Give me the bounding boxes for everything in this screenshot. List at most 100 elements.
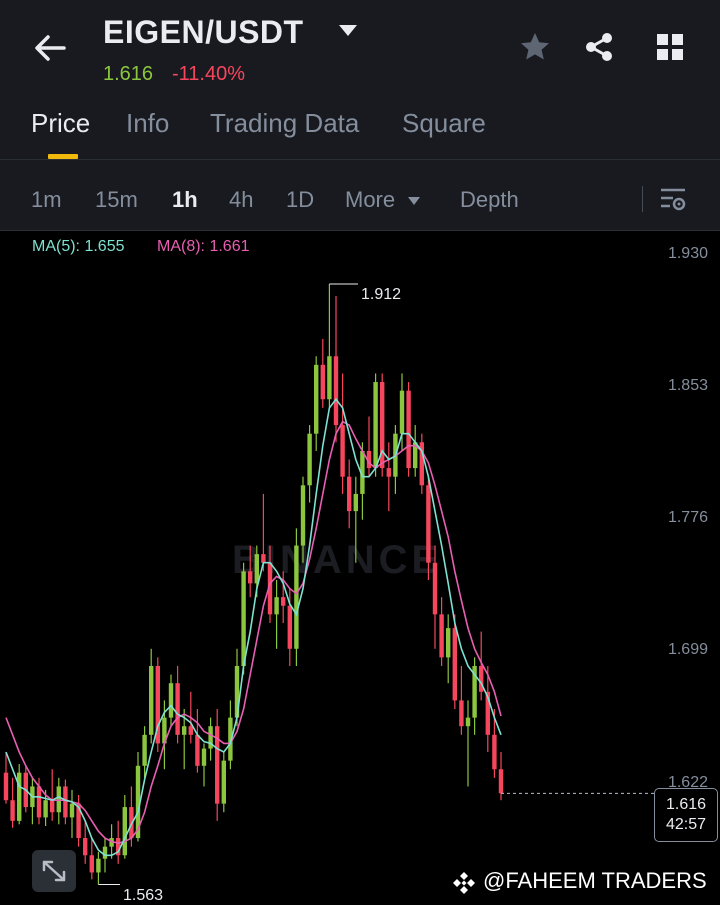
candle-body	[340, 425, 345, 477]
candle-body	[10, 800, 15, 821]
candle-body	[459, 700, 464, 727]
candle-body	[208, 726, 213, 749]
candle-body	[149, 665, 154, 735]
candle-body	[221, 760, 226, 804]
candle-body	[281, 597, 286, 606]
candle-body	[102, 846, 108, 859]
interval-more[interactable]: More	[345, 187, 396, 212]
interval-4h[interactable]: 4h	[229, 187, 254, 212]
candle-body	[472, 665, 477, 718]
candle-body	[380, 382, 385, 469]
candle-body	[234, 665, 240, 718]
candle-body	[96, 858, 101, 873]
current-price-badge: 1.616 42:57	[654, 788, 718, 842]
candle-body	[116, 838, 121, 856]
candle-body	[56, 786, 61, 813]
candle-body	[287, 605, 292, 649]
watermark: BINANCE	[232, 538, 443, 582]
candle-body	[142, 734, 147, 766]
ma5-line	[5, 397, 502, 857]
candle-body	[195, 734, 200, 766]
low-price-marker: 1.563	[123, 887, 164, 904]
header: EIGEN/USDT 1.616 -11.40% Price Info Trad…	[0, 0, 720, 160]
candle-body	[188, 726, 193, 735]
expand-icon	[42, 860, 66, 882]
chart-settings-icon[interactable]	[659, 186, 687, 214]
candle-body	[320, 364, 325, 400]
candle-body	[432, 562, 438, 615]
interval-1h[interactable]: 1h	[172, 187, 198, 212]
candle-body	[241, 571, 246, 666]
candle-body	[353, 493, 358, 512]
candle-body	[347, 476, 352, 512]
candle-body	[36, 786, 42, 818]
interval-1d[interactable]: 1D	[286, 187, 315, 212]
candle-body	[76, 803, 81, 839]
candle-body	[50, 800, 55, 813]
candle-body	[386, 468, 391, 477]
y-tick-label: 1.853	[667, 377, 708, 394]
tab-square[interactable]: Square	[402, 108, 486, 138]
tab-trading-data[interactable]: Trading Data	[210, 108, 360, 138]
candle-body	[446, 628, 451, 658]
candle-body	[333, 356, 339, 426]
credit-text: @FAHEEM TRADERS	[483, 868, 707, 893]
candle-body	[300, 485, 306, 546]
depth-tab[interactable]: Depth	[460, 187, 519, 212]
candle-body	[162, 717, 167, 744]
candle-body	[129, 807, 134, 839]
candle-body	[168, 683, 174, 718]
candle-body	[406, 390, 411, 469]
candle-body	[261, 554, 266, 563]
ma8-readout: MA(8): 1.661	[157, 238, 250, 255]
candle-body	[228, 717, 233, 761]
y-tick-label: 1.930	[667, 245, 708, 262]
candle-countdown: 42:57	[665, 816, 707, 833]
candle-body	[69, 803, 75, 818]
divider	[642, 186, 643, 212]
dropdown-caret-icon[interactable]	[337, 22, 359, 38]
interval-1m[interactable]: 1m	[31, 187, 62, 212]
current-price-value: 1.616	[665, 796, 707, 813]
candle-body	[426, 485, 431, 563]
ma8-line	[5, 420, 502, 845]
price-change: -11.40%	[172, 63, 246, 85]
candle-body	[63, 786, 68, 818]
candle-body	[267, 562, 273, 615]
divider	[0, 159, 720, 160]
candle-body	[419, 442, 424, 486]
interval-bar: 1m 15m 1h 4h 1D More Depth	[0, 160, 720, 230]
more-caret-icon	[408, 197, 420, 205]
candle-body	[360, 450, 365, 494]
candle-body	[498, 769, 504, 794]
expand-chart-button[interactable]	[32, 850, 76, 892]
candle-body	[215, 726, 220, 804]
candlestick-chart[interactable]	[0, 231, 720, 905]
pair-title[interactable]: EIGEN/USDT	[103, 14, 304, 50]
candle-body	[307, 433, 312, 486]
candle-body	[122, 807, 127, 856]
candle-body	[413, 442, 418, 469]
last-price: 1.616	[103, 63, 154, 85]
candle-body	[43, 800, 48, 818]
candle-body	[485, 691, 490, 735]
candle-body	[155, 665, 160, 744]
candle-body	[366, 450, 372, 469]
tab-info[interactable]: Info	[126, 108, 170, 138]
star-icon[interactable]	[518, 30, 552, 64]
share-icon[interactable]	[582, 30, 616, 64]
ma5-readout: MA(5): 1.655	[32, 238, 125, 255]
candle-body	[492, 734, 497, 770]
candle-body	[327, 356, 332, 400]
grid-icon[interactable]	[653, 30, 687, 64]
candle-body	[182, 726, 187, 735]
interval-15m[interactable]: 15m	[95, 187, 138, 212]
y-tick-label: 1.622	[667, 774, 708, 791]
candle-body	[479, 665, 484, 692]
back-arrow-icon[interactable]	[32, 30, 68, 66]
candle-body	[201, 748, 207, 766]
tab-price[interactable]: Price	[31, 108, 91, 138]
candle-body	[175, 683, 180, 735]
candle-body	[373, 382, 378, 469]
active-tab-indicator	[48, 154, 78, 159]
